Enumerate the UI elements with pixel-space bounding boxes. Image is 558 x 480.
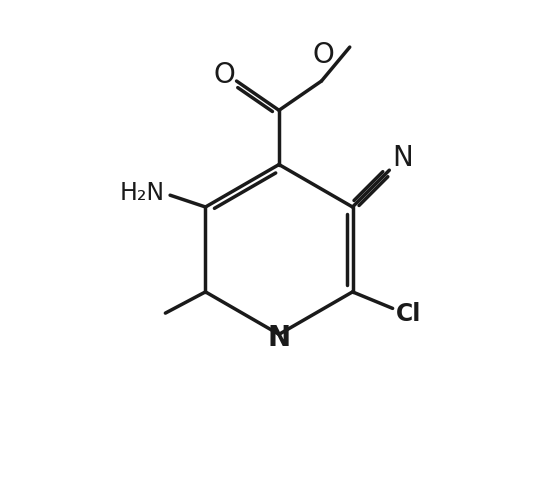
Text: Cl: Cl — [396, 302, 421, 326]
Text: O: O — [313, 41, 335, 69]
Text: H₂N: H₂N — [119, 181, 165, 205]
Text: N: N — [267, 324, 291, 352]
Text: O: O — [214, 61, 235, 89]
Text: N: N — [392, 144, 413, 172]
